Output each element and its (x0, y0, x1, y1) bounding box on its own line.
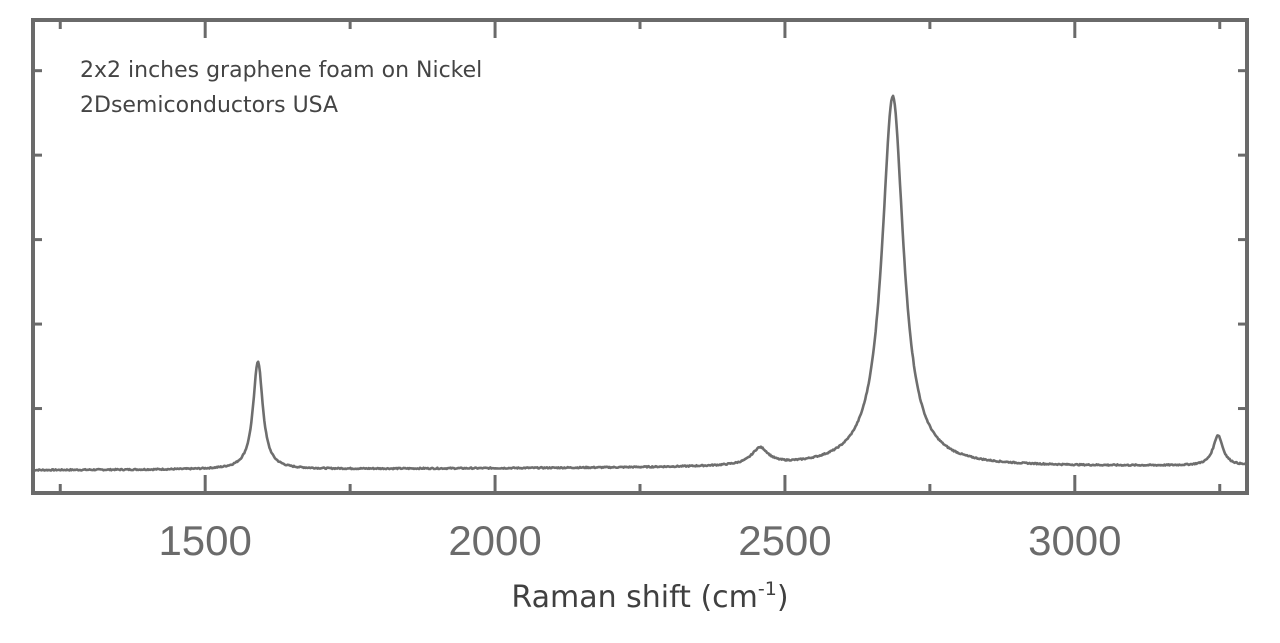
x-axis-label-end: ) (777, 580, 789, 615)
x-tick-label: 2500 (738, 517, 831, 564)
annotation-sample: 2x2 inches graphene foam on Nickel (80, 58, 482, 83)
x-tick-label: 3000 (1028, 517, 1121, 564)
annotation-source: 2Dsemiconductors USA (80, 93, 338, 118)
x-axis-label-main: Raman shift (cm (511, 580, 757, 615)
x-axis-label-superscript: -1 (758, 578, 777, 600)
x-axis-label: Raman shift (cm-1) (511, 578, 788, 615)
spectrum-line (32, 94, 1248, 472)
plot-frame (31, 18, 1249, 495)
x-tick-labels: 1500 2000 2500 3000 (158, 517, 1121, 564)
axis-ticks (33, 20, 1247, 493)
x-tick-label: 2000 (448, 517, 541, 564)
x-tick-label: 1500 (158, 517, 251, 564)
